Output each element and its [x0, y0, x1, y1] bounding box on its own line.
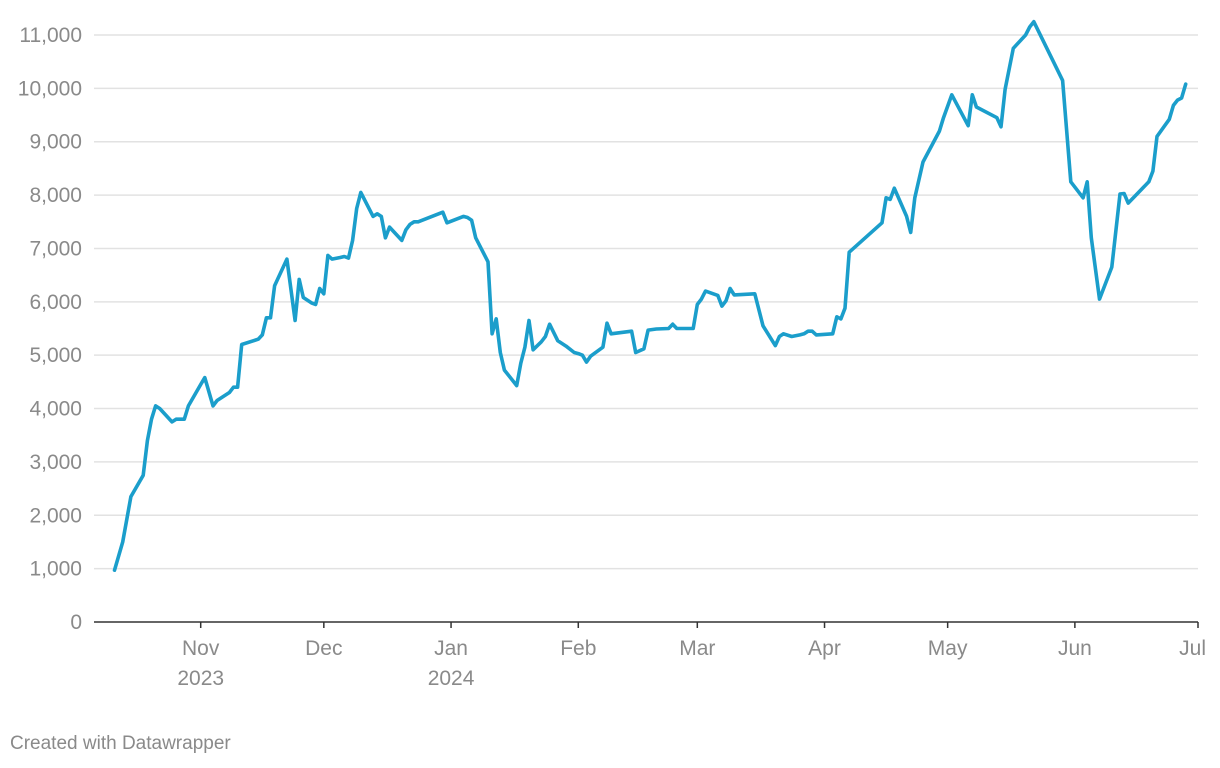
x-tick-label: Mar	[679, 637, 715, 660]
y-tick-label: 7,000	[29, 237, 82, 260]
x-tick-label: Apr	[808, 637, 841, 660]
y-tick-label: 8,000	[29, 184, 82, 207]
y-tick-label: 0	[70, 611, 82, 634]
x-tick-label: May	[928, 637, 968, 660]
y-tick-label: 5,000	[29, 344, 82, 367]
x-tick-label: Jan	[434, 637, 468, 660]
series-line	[112, 19, 1188, 572]
y-tick-label: 11,000	[19, 24, 82, 47]
x-tick-label: Nov	[182, 637, 220, 660]
credit-text: Created with Datawrapper	[10, 733, 231, 754]
x-axis-ticks: Nov 2023 Dec Jan 2024 Feb Mar Apr May Jun Jul	[177, 622, 1206, 690]
x-tick-label: Feb	[560, 637, 596, 660]
y-tick-label: 1,000	[29, 558, 82, 581]
y-tick-label: 10,000	[18, 77, 82, 100]
y-tick-label: 9,000	[29, 131, 82, 154]
line-chart: 0 1,000 2,000 3,000 4,000 5,000 6,000 7,000 8,00…	[18, 19, 1206, 690]
gridlines	[94, 34, 1198, 570]
x-tick-year-label: 2024	[428, 667, 475, 690]
y-tick-label: 4,000	[29, 398, 82, 421]
x-tick-year-label: 2023	[177, 667, 224, 690]
x-tick-label: Jul	[1179, 637, 1206, 660]
y-tick-label: 2,000	[29, 504, 82, 527]
x-tick-label: Dec	[305, 637, 342, 660]
x-tick-label: Jun	[1058, 637, 1092, 660]
y-tick-label: 3,000	[29, 451, 82, 474]
y-axis-ticks: 0 1,000 2,000 3,000 4,000 5,000 6,000 7,000 8,00…	[18, 24, 82, 634]
y-tick-label: 6,000	[29, 291, 82, 314]
